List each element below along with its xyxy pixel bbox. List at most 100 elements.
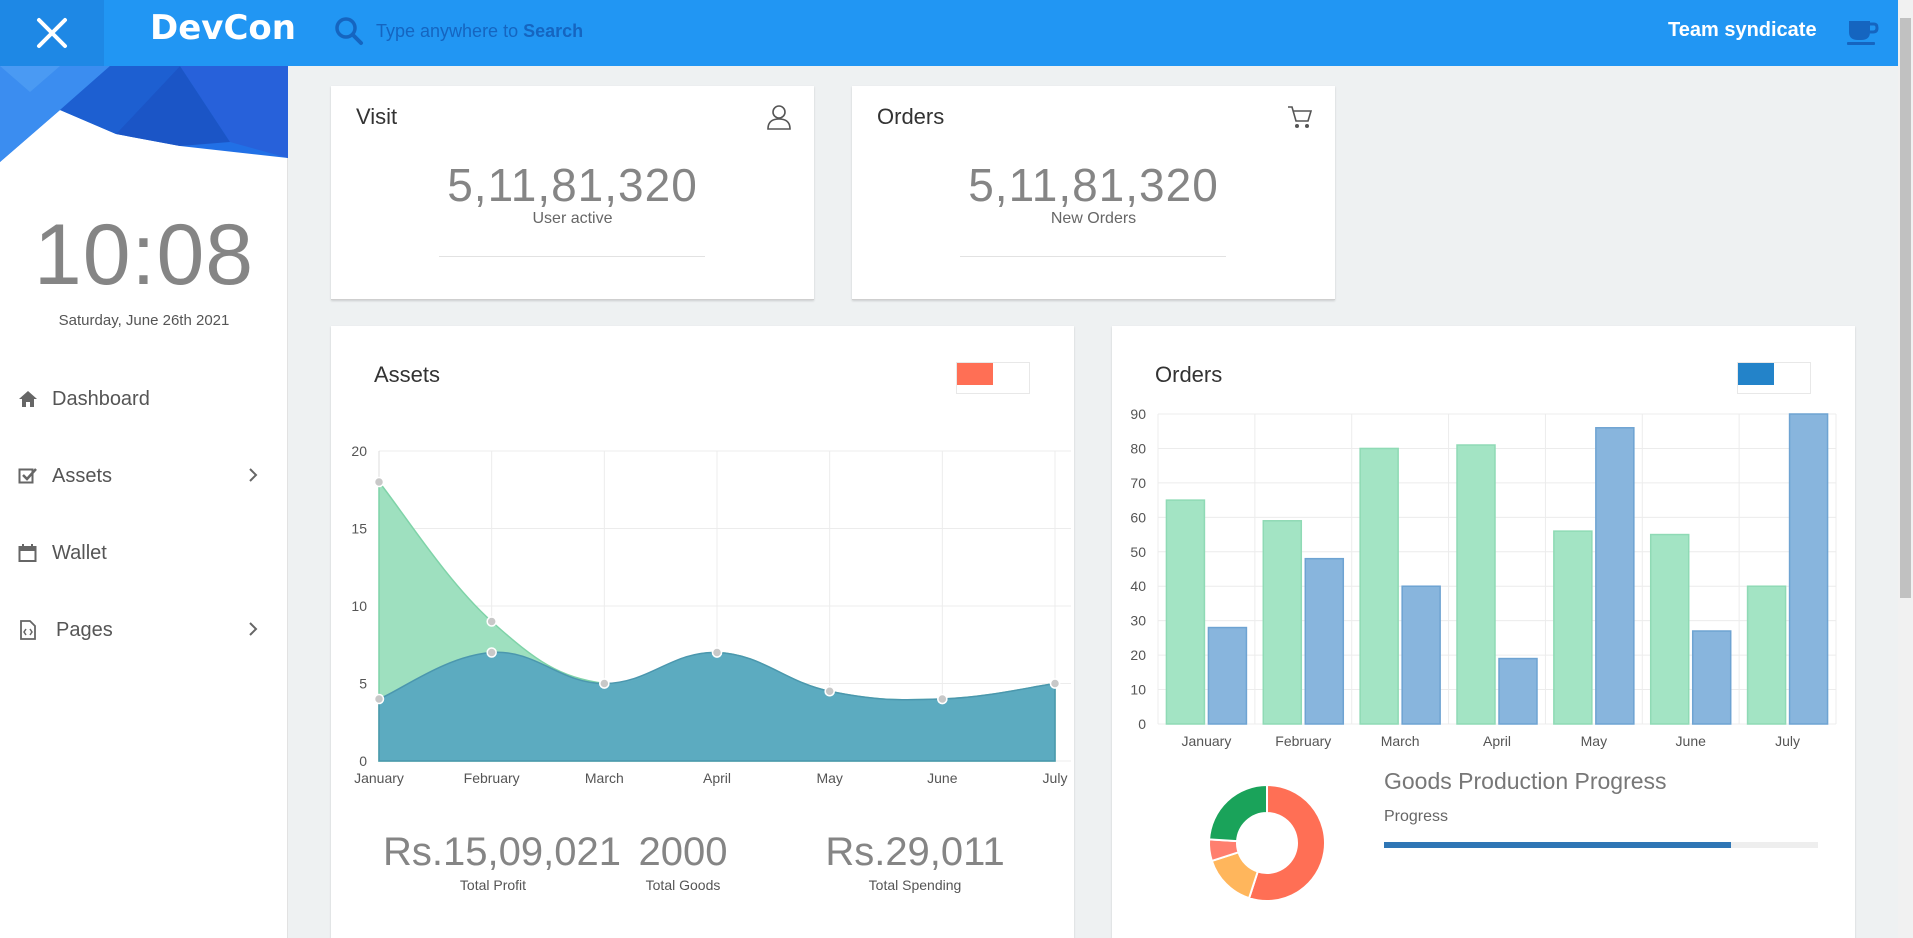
visit-value: 5,11,81,320 (447, 159, 698, 211)
search-placeholder[interactable]: Type anywhere to Search (376, 21, 583, 42)
data-point (486, 647, 497, 658)
x-tick-label: July (1775, 733, 1800, 749)
clock-date: Saturday, June 26th 2021 (58, 312, 230, 329)
y-tick-label: 10 (351, 598, 367, 614)
checkbox-icon (18, 468, 37, 484)
bar-series-1 (1359, 447, 1399, 725)
x-tick-label: June (1676, 733, 1707, 749)
total-profit: Rs.15,09,021 Total Profit (383, 830, 621, 893)
bar-series-2 (1691, 630, 1732, 725)
sidebar-item-label: Assets (52, 464, 113, 487)
total-spending-value: Rs.29,011 (825, 830, 1005, 874)
code-file-icon (20, 620, 36, 640)
x-tick-label: May (816, 770, 842, 786)
orders-chart: 0 10 20 30 40 50 60 70 80 90 January February March A… (1130, 406, 1837, 749)
y-tick-label: 5 (359, 676, 367, 692)
home-icon (19, 391, 37, 407)
bar-series-1 (1746, 585, 1787, 725)
y-tick-label: 90 (1130, 406, 1146, 422)
visit-card: Visit 5,11,81,320 User active (331, 86, 814, 300)
bar-series-2 (1207, 626, 1248, 725)
goods-donut-chart (1208, 783, 1326, 902)
orders-legend-swatch (1738, 363, 1774, 385)
bar-series-1 (1456, 444, 1496, 725)
data-point (373, 693, 385, 705)
assets-panel: Assets 0 5 10 15 20 January February March April… (331, 326, 1074, 938)
shopping-cart-icon (1288, 106, 1313, 128)
sidebar-item-label: Dashboard (52, 387, 150, 410)
y-tick-label: 20 (1130, 647, 1146, 663)
sidebar-banner (0, 66, 288, 162)
coffee-cup-icon (1847, 21, 1879, 45)
data-point (711, 647, 723, 658)
page-scrollbar[interactable] (1898, 0, 1913, 938)
bar-series-2 (1788, 413, 1829, 725)
data-point (373, 476, 385, 488)
bar-series-2 (1401, 585, 1441, 725)
donut-slice-red (1247, 783, 1326, 902)
search-icon (335, 17, 363, 45)
orders-value: 5,11,81,320 (968, 159, 1219, 211)
sidebar-item-dashboard[interactable]: Dashboard (0, 375, 288, 423)
goods-progress-track (1384, 842, 1818, 848)
y-tick-label: 0 (1138, 716, 1146, 732)
y-tick-label: 40 (1130, 578, 1146, 594)
y-tick-label: 60 (1130, 509, 1146, 525)
search-prefix-text: Type anywhere to (376, 20, 524, 41)
chevron-right-icon (249, 622, 258, 636)
search-bar[interactable]: Type anywhere to Search (334, 14, 583, 48)
y-tick-label: 50 (1130, 544, 1146, 560)
total-goods-value: 2000 (638, 830, 728, 874)
brand-logo[interactable]: DevCon (150, 8, 296, 48)
user-icon (767, 105, 791, 130)
close-menu-button[interactable] (0, 0, 104, 66)
orders-legend[interactable] (1737, 362, 1811, 394)
divider (439, 256, 705, 257)
clock-time: 10:08 (33, 207, 255, 303)
assets-legend-swatch (957, 363, 993, 385)
total-spending-label: Total Spending (868, 877, 962, 893)
sidebar-item-label: Wallet (52, 541, 107, 564)
sidebar: 10:08 Saturday, June 26th 2021 Dashboard… (0, 66, 288, 938)
total-goods: 2000 Total Goods (633, 830, 733, 893)
x-tick-label: January (1182, 733, 1232, 749)
sidebar-item-assets[interactable]: Assets (0, 452, 288, 500)
x-tick-label: February (464, 770, 520, 786)
x-tick-label: March (585, 770, 624, 786)
divider (960, 256, 1226, 257)
orders-subtitle: New Orders (1050, 210, 1137, 227)
y-tick-label: 80 (1130, 440, 1146, 456)
bar-series-1 (1649, 533, 1690, 725)
bar-series-2 (1595, 427, 1635, 725)
total-profit-value: Rs.15,09,021 (383, 830, 621, 874)
sidebar-item-pages[interactable]: Pages (0, 606, 288, 654)
x-tick-label: May (1581, 733, 1607, 749)
bar-series-1 (1165, 499, 1206, 725)
x-tick-label: February (1275, 733, 1331, 749)
team-name[interactable]: Team syndicate (1668, 19, 1817, 41)
coffee-cup-button[interactable] (1846, 18, 1880, 51)
data-point (937, 693, 948, 705)
data-point (1049, 678, 1061, 689)
y-tick-label: 0 (359, 753, 367, 769)
data-point (824, 686, 835, 697)
goods-progress-label: Progress (1384, 808, 1449, 825)
orders-card: Orders 5,11,81,320 New Orders (852, 86, 1335, 300)
data-point (599, 678, 610, 689)
x-tick-label: March (1381, 733, 1420, 749)
assets-legend[interactable] (956, 362, 1030, 394)
close-icon (37, 18, 67, 48)
scrollbar-thumb[interactable] (1900, 18, 1911, 598)
data-point (486, 616, 497, 627)
orders-panel: Orders 0 10 20 30 40 50 60 70 80 90 January Februar… (1112, 326, 1855, 938)
sidebar-item-wallet[interactable]: Wallet (0, 529, 288, 577)
search-bold-text: Search (523, 20, 584, 41)
top-bar: DevCon Type anywhere to Search Team synd… (0, 0, 1898, 66)
x-tick-label: April (703, 770, 731, 786)
bar-series-1 (1262, 520, 1303, 725)
bar-series-1 (1553, 530, 1593, 725)
goods-progress-fill (1384, 842, 1732, 848)
total-profit-label: Total Profit (459, 877, 527, 893)
y-tick-label: 70 (1130, 475, 1146, 491)
y-tick-label: 20 (351, 443, 367, 459)
